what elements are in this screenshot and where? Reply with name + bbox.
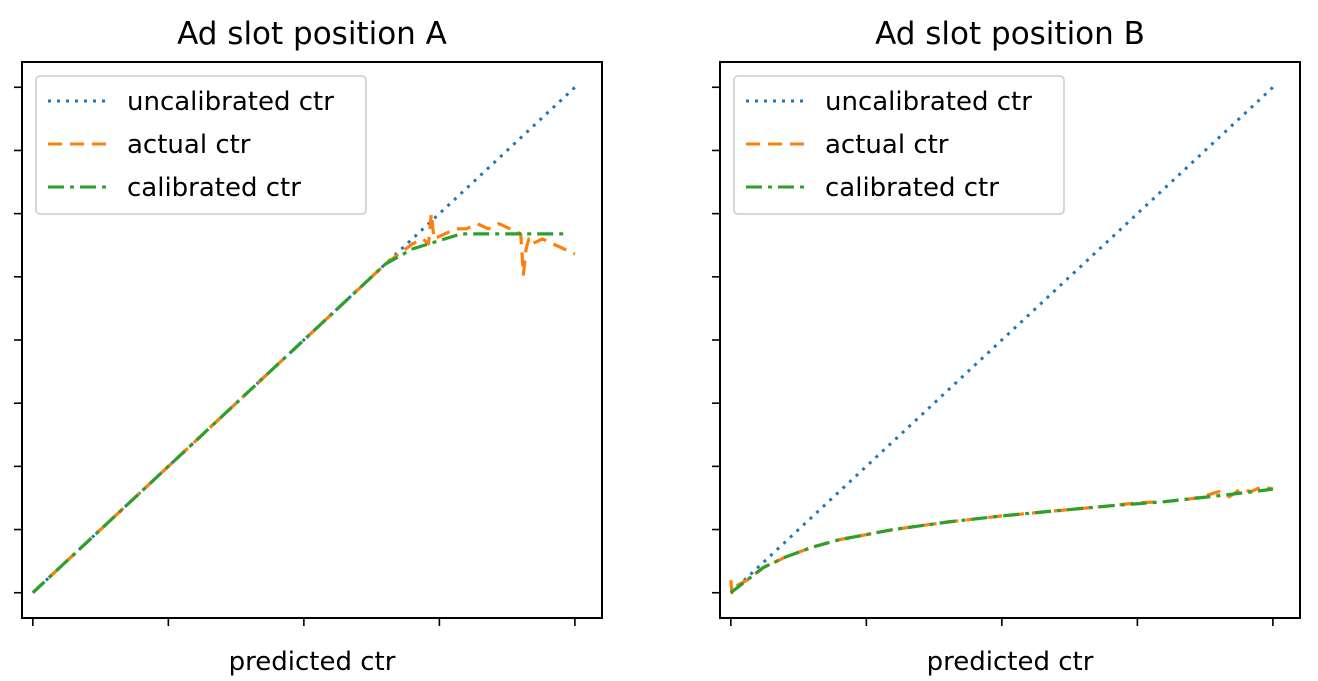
chart-title: Ad slot position A (177, 16, 447, 52)
series-line-actual (729, 485, 1274, 595)
legend-label-actual: actual ctr (825, 130, 949, 160)
legend-label-uncalibrated: uncalibrated ctr (127, 87, 334, 117)
chart-title: Ad slot position B (875, 16, 1145, 52)
legend-label-actual: actual ctr (127, 130, 251, 160)
chart-panel-a: Ad slot position A uncalibrated ctr actu… (14, 16, 603, 677)
legend-label-uncalibrated: uncalibrated ctr (825, 87, 1032, 117)
plot-area (729, 86, 1274, 595)
series-line-uncalibrated (31, 86, 576, 594)
series-line-actual (31, 212, 576, 594)
x-axis-label: predicted ctr (927, 647, 1094, 677)
legend-label-calibrated: calibrated ctr (127, 173, 301, 203)
legend: uncalibrated ctr actual ctr calibrated c… (35, 75, 367, 215)
legend-label-calibrated: calibrated ctr (825, 173, 999, 203)
series-line-calibrated (31, 232, 565, 594)
chart-panel-b: Ad slot position B uncalibrated ctr actu… (712, 16, 1301, 677)
series-line-uncalibrated (729, 86, 1274, 594)
series-line-calibrated (729, 487, 1274, 594)
plot-area (31, 86, 576, 594)
legend: uncalibrated ctr actual ctr calibrated c… (733, 75, 1065, 215)
legend-box (733, 75, 1065, 215)
x-axis-label: predicted ctr (229, 647, 396, 677)
legend-box (35, 75, 367, 215)
